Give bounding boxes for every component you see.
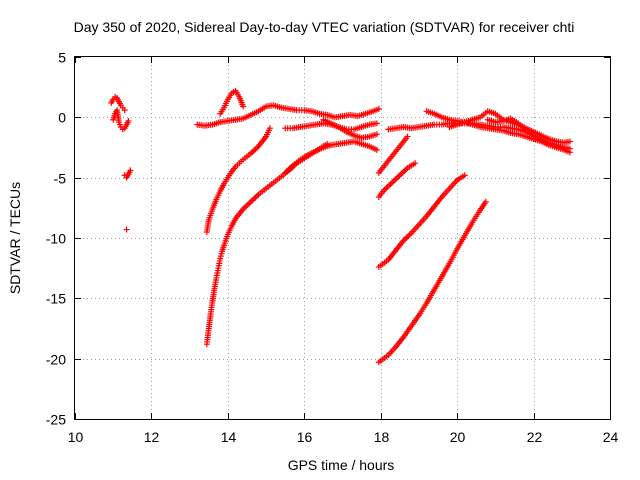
- x-tick-label: 14: [221, 429, 237, 445]
- y-tick-label: -5: [54, 171, 67, 187]
- axis-ticks: [75, 57, 611, 420]
- y-tick-label: -10: [46, 231, 66, 247]
- x-tick-label: 18: [374, 429, 390, 445]
- x-tick-label: 16: [297, 429, 313, 445]
- grid: [75, 57, 610, 419]
- data-point: [373, 146, 380, 153]
- data-point: [127, 167, 134, 174]
- series-arc-10: [375, 172, 468, 270]
- x-tick-label: 22: [527, 429, 543, 445]
- y-tick-label: 0: [58, 110, 66, 126]
- series-arc-13: [423, 108, 573, 156]
- series-arc-5: [203, 125, 273, 235]
- x-tick-label: 20: [450, 429, 466, 445]
- y-tick-label: -25: [46, 412, 66, 428]
- y-tick-label: -20: [46, 352, 66, 368]
- data-point: [121, 107, 128, 114]
- data-point: [404, 133, 411, 140]
- data-point: [566, 149, 573, 156]
- series-arc-15: [484, 115, 529, 133]
- series-arc-7: [282, 138, 380, 176]
- series-arc-2: [194, 102, 382, 129]
- data-point: [266, 125, 273, 132]
- data-point: [240, 103, 247, 110]
- x-tick-label: 24: [603, 429, 619, 445]
- series-arc-8: [375, 133, 411, 176]
- data-point: [522, 126, 529, 133]
- series-arc-1d: [123, 226, 130, 233]
- plot-frame: [74, 56, 611, 420]
- data-points: [108, 87, 573, 366]
- chart-title: Day 350 of 2020, Sidereal Day-to-day VTE…: [74, 19, 575, 35]
- x-axis-label: GPS time / hours: [288, 457, 395, 473]
- data-point: [461, 172, 468, 179]
- y-tick-labels: -25 -20 -15 -10 -5 0 5: [46, 50, 66, 428]
- data-point: [482, 198, 489, 205]
- series-arc-14: [446, 108, 573, 146]
- series-arc-9: [375, 160, 419, 200]
- data-point: [123, 226, 130, 233]
- y-axis-label: SDTVAR / TECUs: [7, 182, 23, 294]
- series-arc-4: [320, 116, 380, 141]
- series-arc-11: [375, 198, 489, 366]
- series-arc-1a: [108, 93, 128, 114]
- series-arc-6: [203, 140, 331, 348]
- y-tick-label: -15: [46, 291, 66, 307]
- data-point: [373, 131, 380, 138]
- series-arc-1c: [121, 167, 134, 181]
- series-arc-2b: [217, 87, 247, 117]
- data-point: [373, 120, 380, 127]
- y-tick-label: 5: [58, 50, 66, 66]
- data-point: [412, 160, 419, 167]
- data-point: [125, 117, 132, 124]
- x-tick-label: 10: [68, 429, 84, 445]
- x-tick-label: 12: [144, 429, 160, 445]
- series-arc-1b: [110, 107, 132, 133]
- data-point: [566, 138, 573, 145]
- x-tick-labels: 10 12 14 16 18 20 22 24: [68, 429, 619, 445]
- data-point: [375, 105, 382, 112]
